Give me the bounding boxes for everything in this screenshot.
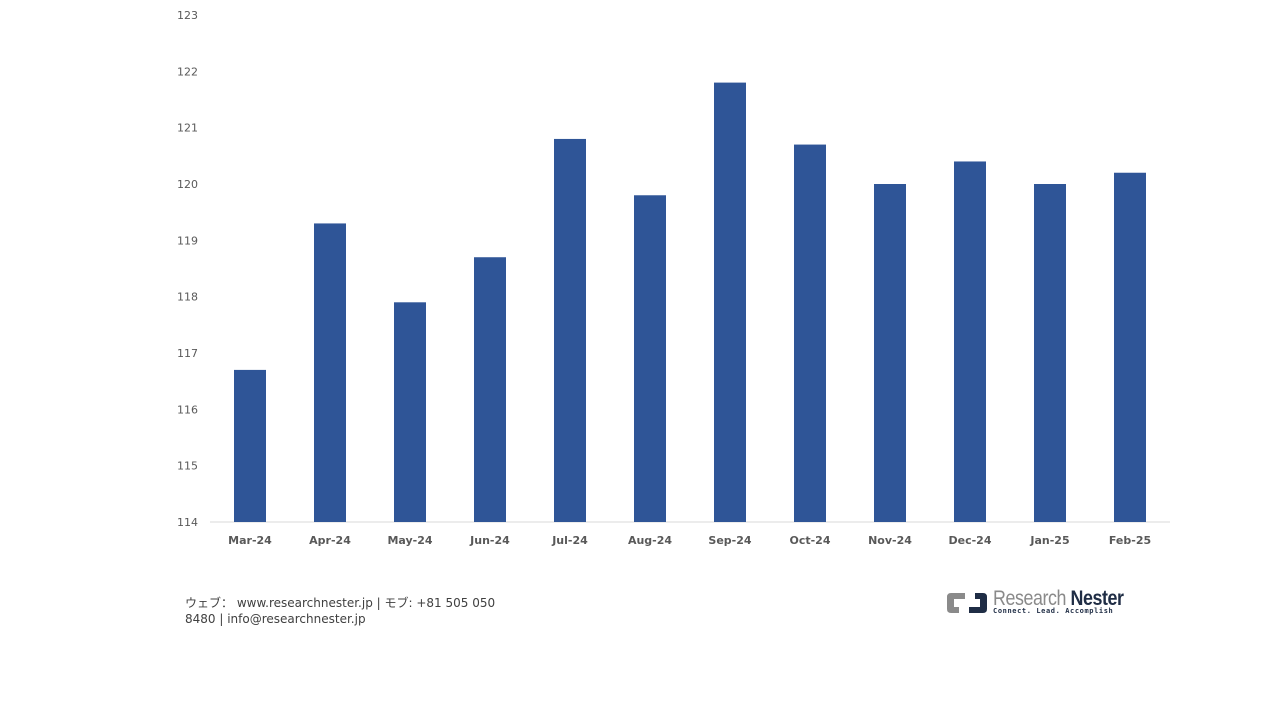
x-tick-label: Nov-24 — [868, 534, 912, 547]
bar-sep-24 — [714, 82, 746, 522]
x-tick-label: Aug-24 — [628, 534, 672, 547]
bar-nov-24 — [874, 184, 906, 522]
bars — [234, 82, 1146, 523]
contact-line-2: 8480 | info@researchnester.jp — [185, 612, 366, 626]
x-tick-label: Dec-24 — [949, 534, 992, 547]
y-tick-label: 118 — [177, 291, 198, 304]
y-tick-label: 123 — [177, 9, 198, 22]
y-tick-label: 122 — [177, 65, 198, 78]
y-tick-label: 117 — [177, 347, 198, 360]
y-tick-label: 114 — [177, 516, 198, 529]
bar-apr-24 — [314, 223, 346, 522]
research-nester-logo: Research Nester Connect. Lead. Accomplis… — [945, 587, 1124, 619]
bar-mar-24 — [234, 369, 266, 522]
logo-tagline: Connect. Lead. Accomplish — [993, 607, 1114, 615]
bar-oct-24 — [794, 144, 826, 523]
bar-jun-24 — [474, 257, 506, 522]
bar-feb-25 — [1114, 172, 1146, 522]
y-tick-label: 115 — [177, 460, 198, 473]
bar-jan-25 — [1034, 184, 1066, 522]
y-axis: 114 115 116 117 118 119 120 121 122 123 — [177, 9, 198, 529]
x-tick-label: Mar-24 — [228, 534, 272, 547]
y-tick-label: 116 — [177, 403, 198, 416]
contact-line-1: ウェブ： www.researchnester.jp | モブ: +81 505… — [185, 596, 496, 610]
x-tick-label: Jan-25 — [1029, 534, 1069, 547]
bar-jul-24 — [554, 138, 586, 522]
bar-may-24 — [394, 302, 426, 522]
x-tick-label: Apr-24 — [309, 534, 351, 547]
x-tick-label: Sep-24 — [708, 534, 751, 547]
x-tick-label: Jul-24 — [551, 534, 588, 547]
y-tick-label: 121 — [177, 122, 198, 135]
x-tick-label: May-24 — [387, 534, 432, 547]
x-axis: Mar-24 Apr-24 May-24 Jun-24 Jul-24 Aug-24 Sep-… — [228, 534, 1151, 547]
x-tick-label: Feb-25 — [1109, 534, 1151, 547]
x-tick-label: Oct-24 — [789, 534, 830, 547]
y-tick-label: 119 — [177, 234, 198, 247]
bar-dec-24 — [954, 161, 986, 522]
y-tick-label: 120 — [177, 178, 198, 191]
contact-footer: ウェブ： www.researchnester.jp | モブ: +81 505… — [185, 595, 515, 627]
bar-chart: 114 115 116 117 118 119 120 121 122 123 Mar-24 Apr… — [177, 9, 1170, 547]
logo-name: Research Nester — [993, 587, 1124, 610]
bar-aug-24 — [634, 195, 666, 522]
x-tick-label: Jun-24 — [469, 534, 510, 547]
logo-mark-icon — [947, 593, 987, 613]
